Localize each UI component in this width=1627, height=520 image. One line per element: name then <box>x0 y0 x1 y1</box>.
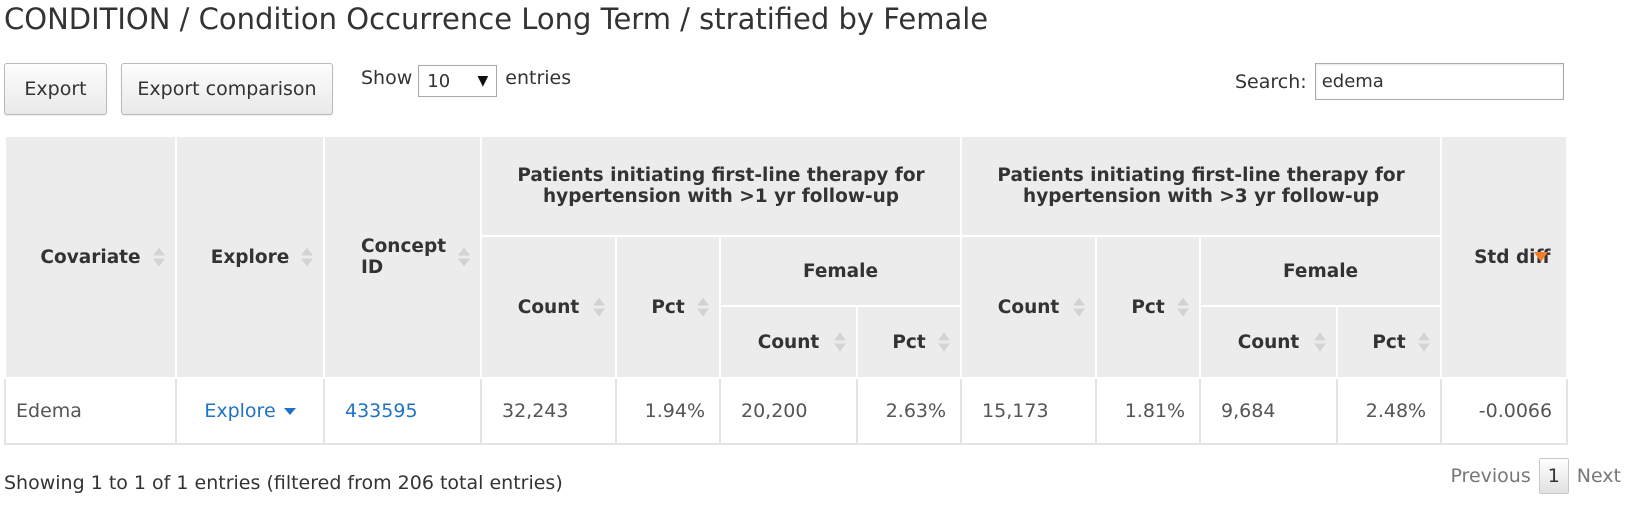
current-page-button[interactable]: 1 <box>1538 458 1569 494</box>
caret-down-icon <box>283 408 296 415</box>
cell-explore: Explore <box>175 377 325 445</box>
column-header-g1-count[interactable]: Count <box>480 235 617 379</box>
group-header-3yr: Patients initiating first-line therapy f… <box>960 135 1443 237</box>
column-header-g2-female-count[interactable]: Count <box>1199 305 1339 379</box>
sort-icon <box>301 247 313 267</box>
column-header-concept-id-label: Concept ID <box>361 236 447 278</box>
entries-label: entries <box>505 67 572 89</box>
column-header-g2-count-label: Count <box>997 296 1060 318</box>
column-header-g2-pct-label: Pct <box>1131 296 1165 318</box>
column-header-g2-female-pct-label: Pct <box>1372 331 1406 353</box>
search-input[interactable] <box>1314 63 1564 100</box>
cell-g1-count: 32,243 <box>480 377 617 445</box>
table-row: Edema Explore 433595 32,243 1.94% 20,200… <box>4 377 1569 445</box>
column-header-g1-pct-label: Pct <box>651 296 685 318</box>
dropdown-arrow-icon: ▼ <box>477 73 489 89</box>
cell-g2-female-pct: 2.48% <box>1336 377 1443 445</box>
cell-std-diff: -0.0066 <box>1440 377 1569 445</box>
sort-icon <box>1073 297 1086 317</box>
cell-covariate: Edema <box>4 377 177 445</box>
column-header-explore[interactable]: Explore <box>175 135 325 379</box>
column-header-g2-count[interactable]: Count <box>960 235 1098 379</box>
column-header-g2-female-count-label: Count <box>1237 331 1300 353</box>
column-header-g2-female-pct[interactable]: Pct <box>1336 305 1443 379</box>
cell-g2-count: 15,173 <box>960 377 1098 445</box>
next-page-button[interactable]: Next <box>1576 465 1621 487</box>
search-control: Search: <box>1235 63 1564 100</box>
column-header-g2-pct[interactable]: Pct <box>1095 235 1202 379</box>
page-length-control: Show 10 ▼ entries <box>361 65 572 97</box>
export-button[interactable]: Export <box>4 63 107 115</box>
subgroup-header-g2-female: Female <box>1199 235 1443 307</box>
results-table: Covariate Explore Concept ID Patients in… <box>4 135 1569 445</box>
sort-icon <box>1314 332 1327 352</box>
sort-icon <box>938 332 951 352</box>
column-header-std-diff-label: Std diff <box>1474 246 1551 268</box>
cell-g1-female-count: 20,200 <box>719 377 858 445</box>
cell-g2-female-count: 9,684 <box>1199 377 1339 445</box>
cell-concept-id: 433595 <box>323 377 482 445</box>
column-header-concept-id[interactable]: Concept ID <box>323 135 482 379</box>
page-title: CONDITION / Condition Occurrence Long Te… <box>4 2 989 36</box>
column-header-g1-count-label: Count <box>517 296 580 318</box>
column-header-covariate[interactable]: Covariate <box>4 135 177 379</box>
cell-g1-pct: 1.94% <box>615 377 721 445</box>
column-header-covariate-label: Covariate <box>40 246 141 268</box>
sort-descending-icon <box>1534 252 1549 262</box>
page-length-value: 10 <box>427 70 451 92</box>
column-header-g1-female-count-label: Count <box>757 331 820 353</box>
column-header-g1-female-pct-label: Pct <box>892 331 926 353</box>
subgroup-header-g1-female: Female <box>718 235 963 307</box>
sort-icon <box>593 297 605 317</box>
group-header-1yr: Patients initiating first-line therapy f… <box>479 135 963 237</box>
sort-icon <box>697 297 709 317</box>
show-label: Show <box>361 67 413 89</box>
column-header-g1-female-pct[interactable]: Pct <box>855 305 963 379</box>
pagination: Previous 1 Next <box>1450 458 1621 494</box>
column-header-explore-label: Explore <box>210 246 290 268</box>
column-header-std-diff[interactable]: Std diff <box>1440 135 1569 379</box>
sort-icon <box>153 247 165 267</box>
concept-id-link[interactable]: 433595 <box>345 400 418 422</box>
export-comparison-button[interactable]: Export comparison <box>121 63 333 115</box>
explore-link-label: Explore <box>204 400 276 422</box>
table-info: Showing 1 to 1 of 1 entries (filtered fr… <box>4 472 563 494</box>
search-label: Search: <box>1235 70 1307 93</box>
sort-icon <box>1418 332 1431 352</box>
page-length-select[interactable]: 10 ▼ <box>418 65 498 97</box>
previous-page-button[interactable]: Previous <box>1450 465 1531 487</box>
column-header-g1-pct[interactable]: Pct <box>615 235 721 379</box>
cell-g2-pct: 1.81% <box>1095 377 1202 445</box>
column-header-g1-female-count[interactable]: Count <box>719 305 858 379</box>
cell-g1-female-pct: 2.63% <box>855 377 963 445</box>
explore-link[interactable]: Explore <box>204 400 296 422</box>
sort-icon <box>458 247 470 267</box>
sort-icon <box>834 332 846 352</box>
sort-icon <box>1177 297 1190 317</box>
